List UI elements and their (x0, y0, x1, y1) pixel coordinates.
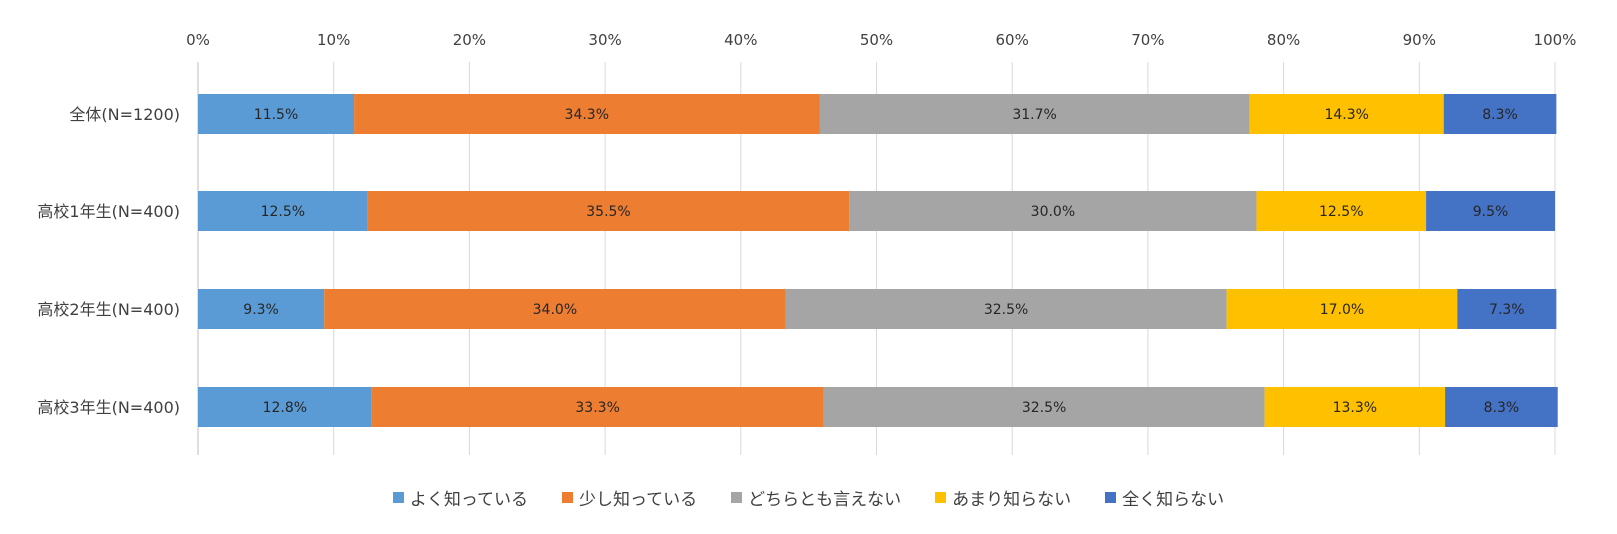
chart-legend: よく知っている 少し知っている どちらとも言えない あまり知らない 全く知らない (0, 485, 1617, 510)
bar-segment (198, 94, 355, 134)
data-label: 8.3% (1484, 400, 1520, 416)
legend-label: 少し知っている (579, 490, 698, 510)
legend-swatch (1105, 492, 1117, 503)
data-label: 32.5% (1022, 400, 1066, 416)
data-label: 12.5% (1319, 204, 1363, 220)
data-label: 11.5% (254, 107, 298, 123)
data-label: 8.3% (1482, 107, 1518, 123)
bar-segment (1426, 191, 1555, 231)
bar-segment (785, 289, 1227, 329)
legend-swatch (562, 492, 573, 503)
data-label: 35.5% (586, 204, 630, 220)
data-label: 32.5% (984, 302, 1028, 318)
data-label: 31.7% (1012, 107, 1056, 123)
x-tick-label: 0% (186, 31, 210, 49)
category-label: 高校1年生(N=400) (37, 202, 180, 221)
data-label: 34.3% (565, 107, 609, 123)
bar-segment (1226, 289, 1458, 329)
bar-segment (849, 191, 1257, 231)
category-label: 高校3年生(N=400) (37, 398, 180, 417)
legend-swatch (731, 492, 743, 503)
legend-label: どちらとも言えない (748, 490, 902, 510)
bar-segment (1457, 289, 1557, 329)
legend-label: よく知っている (409, 490, 528, 510)
x-tick-label: 60% (996, 31, 1029, 49)
bar-segment (198, 191, 368, 231)
bar-segment (354, 94, 820, 134)
x-tick-label: 50% (860, 31, 893, 49)
x-tick-label: 80% (1267, 31, 1300, 49)
stacked-bar-chart: 0% 10% 20% 30% 40% 50% 60% 70% 80% 90% 100% 全体(N=12… (37, 31, 1577, 455)
legend-item: 少し知っている (562, 485, 697, 510)
bar-segment (367, 191, 850, 231)
data-label: 30.0% (1031, 204, 1075, 220)
bar-segment (823, 387, 1265, 427)
legend-label: 全く知らない (1122, 490, 1225, 510)
bar-segment (1256, 191, 1427, 231)
data-label: 33.3% (575, 400, 619, 416)
bar-segment (198, 289, 325, 329)
legend-item: 全く知らない (1105, 485, 1224, 510)
bar-segment (1264, 387, 1446, 427)
data-label: 9.3% (243, 302, 279, 318)
data-label: 12.8% (263, 400, 307, 416)
data-label: 34.0% (533, 302, 577, 318)
data-label: 9.5% (1473, 204, 1509, 220)
bar-segment (371, 387, 824, 427)
data-label: 14.3% (1324, 107, 1368, 123)
category-label: 高校2年生(N=400) (37, 300, 180, 319)
legend-label: あまり知らない (952, 490, 1072, 510)
category-label: 全体(N=1200) (69, 105, 180, 124)
legend-swatch (392, 492, 404, 503)
data-label: 13.3% (1333, 400, 1377, 416)
bar-segment (1443, 94, 1557, 134)
data-label: 17.0% (1320, 302, 1364, 318)
x-tick-label: 70% (1131, 31, 1164, 49)
data-label: 7.3% (1489, 302, 1525, 318)
bar-segment (1249, 94, 1444, 134)
legend-item: どちらとも言えない (731, 485, 901, 510)
x-tick-label: 10% (317, 31, 350, 49)
bar-segment (819, 94, 1250, 134)
data-label: 12.5% (261, 204, 305, 220)
x-tick-label: 30% (588, 31, 621, 49)
x-tick-label: 40% (724, 31, 757, 49)
x-tick-label: 100% (1534, 31, 1577, 49)
legend-item: よく知っている (392, 485, 528, 510)
bar-segment (198, 387, 372, 427)
legend-item: あまり知らない (935, 485, 1071, 510)
x-tick-label: 20% (453, 31, 486, 49)
bar-segment (1445, 387, 1558, 427)
legend-swatch (935, 492, 947, 503)
x-tick-label: 90% (1403, 31, 1436, 49)
bar-segment (324, 289, 786, 329)
